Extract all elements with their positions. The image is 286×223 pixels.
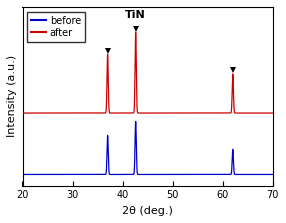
Legend: before, after: before, after: [27, 12, 85, 41]
X-axis label: 2θ (deg.): 2θ (deg.): [122, 206, 173, 216]
Y-axis label: Intensity (a.u.): Intensity (a.u.): [7, 55, 17, 137]
Text: TiN: TiN: [125, 10, 146, 20]
